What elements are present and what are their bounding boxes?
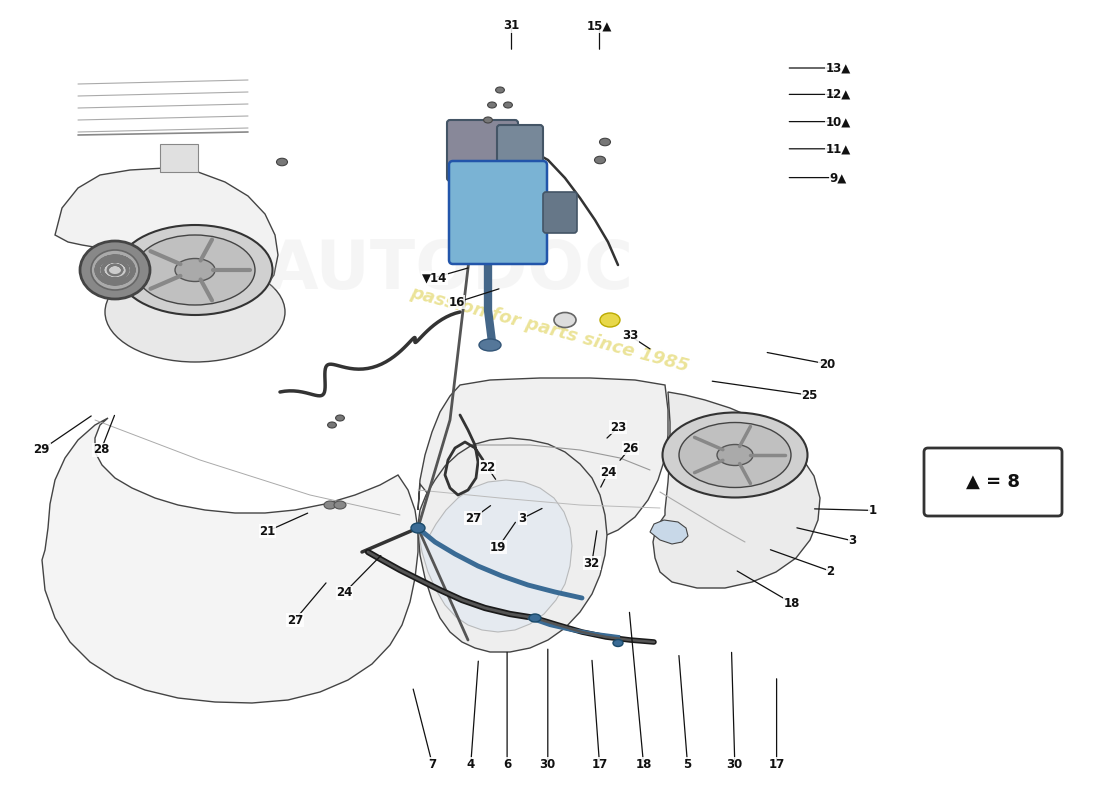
Text: 31: 31 <box>504 19 519 32</box>
Ellipse shape <box>600 138 610 146</box>
Text: 21: 21 <box>260 525 275 538</box>
Text: 9▲: 9▲ <box>829 171 847 184</box>
Ellipse shape <box>594 156 605 164</box>
Text: 33: 33 <box>623 330 638 342</box>
Text: 11▲: 11▲ <box>826 142 850 155</box>
Text: 1: 1 <box>868 504 877 517</box>
Polygon shape <box>418 438 607 652</box>
Text: AUTODOC: AUTODOC <box>266 237 634 303</box>
Text: ▼14: ▼14 <box>421 271 448 284</box>
Ellipse shape <box>104 262 285 362</box>
Text: 7: 7 <box>428 758 437 770</box>
Polygon shape <box>418 480 572 632</box>
Text: 25: 25 <box>802 389 817 402</box>
Ellipse shape <box>600 313 620 327</box>
Ellipse shape <box>328 422 337 428</box>
Text: 28: 28 <box>94 443 109 456</box>
Text: 17: 17 <box>769 758 784 770</box>
FancyBboxPatch shape <box>924 448 1062 516</box>
Ellipse shape <box>334 501 346 509</box>
Text: 27: 27 <box>287 614 303 626</box>
Text: 26: 26 <box>623 442 638 454</box>
Ellipse shape <box>118 225 273 315</box>
Polygon shape <box>418 378 668 545</box>
Text: 27: 27 <box>465 512 481 525</box>
Text: 3: 3 <box>518 512 527 525</box>
Polygon shape <box>42 418 418 703</box>
Text: 20: 20 <box>820 358 835 370</box>
Text: 15▲: 15▲ <box>586 19 613 32</box>
Text: passion for parts since 1985: passion for parts since 1985 <box>408 284 692 376</box>
Text: 32: 32 <box>584 557 600 570</box>
Ellipse shape <box>484 117 493 123</box>
FancyBboxPatch shape <box>497 125 543 175</box>
Text: 2: 2 <box>826 565 835 578</box>
Polygon shape <box>653 392 820 588</box>
Ellipse shape <box>175 258 214 282</box>
Ellipse shape <box>496 87 505 93</box>
Ellipse shape <box>487 102 496 108</box>
Text: 18: 18 <box>636 758 651 770</box>
FancyBboxPatch shape <box>449 161 547 264</box>
Text: 24: 24 <box>337 586 352 599</box>
Text: 24: 24 <box>601 466 616 478</box>
Text: 3: 3 <box>848 534 857 547</box>
Ellipse shape <box>679 422 791 487</box>
Text: 30: 30 <box>727 758 742 770</box>
Ellipse shape <box>504 102 513 108</box>
Polygon shape <box>55 168 278 314</box>
Text: 16: 16 <box>449 296 464 309</box>
Text: ▲ = 8: ▲ = 8 <box>966 473 1020 491</box>
Text: 19: 19 <box>491 541 506 554</box>
Ellipse shape <box>613 639 623 646</box>
Ellipse shape <box>324 501 336 509</box>
Ellipse shape <box>91 250 139 290</box>
Text: 18: 18 <box>784 597 800 610</box>
Text: 5: 5 <box>683 758 692 770</box>
FancyBboxPatch shape <box>447 120 518 181</box>
Ellipse shape <box>276 158 287 166</box>
Polygon shape <box>650 520 688 544</box>
Ellipse shape <box>529 614 541 622</box>
Ellipse shape <box>662 413 807 498</box>
Text: 12▲: 12▲ <box>826 88 850 101</box>
Text: 10▲: 10▲ <box>826 115 850 128</box>
Ellipse shape <box>135 235 255 305</box>
Bar <box>160 144 198 172</box>
Ellipse shape <box>102 260 128 280</box>
Ellipse shape <box>717 445 754 466</box>
Text: 23: 23 <box>610 421 626 434</box>
Ellipse shape <box>554 313 576 327</box>
Text: 29: 29 <box>34 443 50 456</box>
Ellipse shape <box>336 415 344 421</box>
Text: 13▲: 13▲ <box>826 62 850 74</box>
Ellipse shape <box>80 241 150 299</box>
Ellipse shape <box>478 339 500 351</box>
Text: 22: 22 <box>480 461 495 474</box>
Text: 30: 30 <box>540 758 556 770</box>
Ellipse shape <box>411 523 425 533</box>
Text: 4: 4 <box>466 758 475 770</box>
Text: 6: 6 <box>503 758 512 770</box>
FancyBboxPatch shape <box>543 192 578 233</box>
Text: 17: 17 <box>592 758 607 770</box>
